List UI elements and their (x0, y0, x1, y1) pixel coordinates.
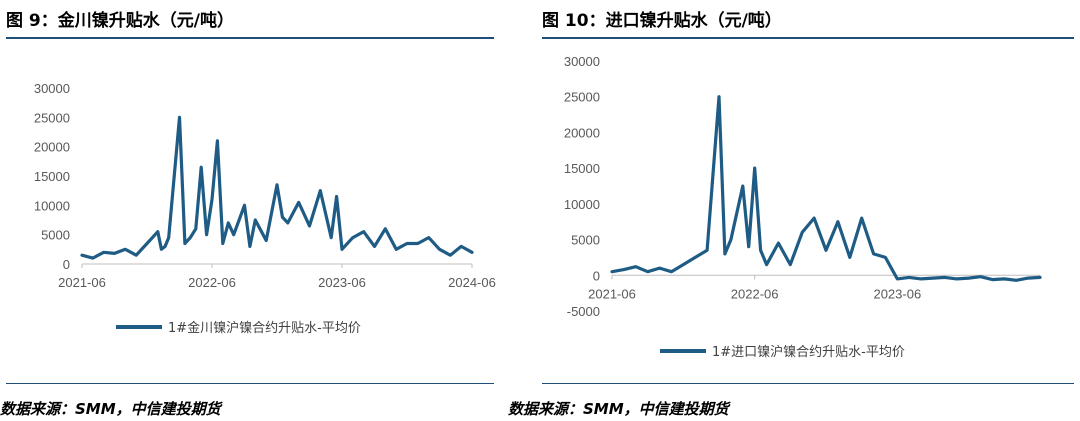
y-tick-label: 25000 (34, 110, 70, 125)
y-tick-label: -5000 (567, 304, 600, 319)
x-tick-label: 2023-06 (318, 275, 366, 290)
y-tick-label: 15000 (564, 161, 600, 176)
x-tick-label: 2022-06 (188, 275, 236, 290)
x-tick-label: 2023-06 (873, 286, 921, 301)
y-tick-label: 0 (593, 268, 600, 283)
chart-9-top-rule (6, 37, 494, 39)
y-tick-label: 10000 (564, 197, 600, 212)
y-tick-label: 5000 (571, 233, 600, 248)
y-tick-label: 30000 (34, 81, 70, 96)
y-tick-label: 30000 (564, 54, 600, 69)
chart-9-source: 数据来源：SMM，中信建投期货 (0, 400, 221, 418)
y-tick-label: 25000 (564, 90, 600, 105)
chart-10-source: 数据来源：SMM，中信建投期货 (508, 400, 729, 418)
series-line (80, 115, 474, 260)
legend-label: 1#进口镍沪镍合约升贴水-平均价 (712, 344, 905, 360)
y-tick-label: 20000 (564, 125, 600, 140)
chart-9-plot: 0 5000 10000 15000 20000 25000 30000 2021-06 202… (34, 81, 496, 336)
y-tick-label: 10000 (34, 198, 70, 213)
x-tick-label: 2021-06 (588, 286, 636, 301)
x-tick-label: 2024-06 (448, 275, 496, 290)
y-tick-label: 15000 (34, 169, 70, 184)
x-tick-label: 2021-06 (58, 275, 106, 290)
chart-9-bottom-rule (6, 383, 494, 384)
y-tick-label: 20000 (34, 140, 70, 155)
chart-9-title: 图 9：金川镍升贴水（元/吨） (6, 11, 234, 31)
chart-10-plot: -5000 0 5000 10000 15000 20000 25000 30000 2021-… (564, 54, 1042, 360)
x-tick-label: 2022-06 (731, 286, 779, 301)
chart-10-bottom-rule (542, 383, 1074, 384)
y-tick-label: 0 (63, 257, 70, 272)
chart-10-top-rule (542, 37, 1074, 39)
series-line (610, 95, 1042, 282)
chart-10-title: 图 10：进口镍升贴水（元/吨） (542, 11, 782, 31)
y-tick-label: 5000 (41, 228, 70, 243)
legend-label: 1#金川镍沪镍合约升贴水-平均价 (168, 320, 361, 336)
